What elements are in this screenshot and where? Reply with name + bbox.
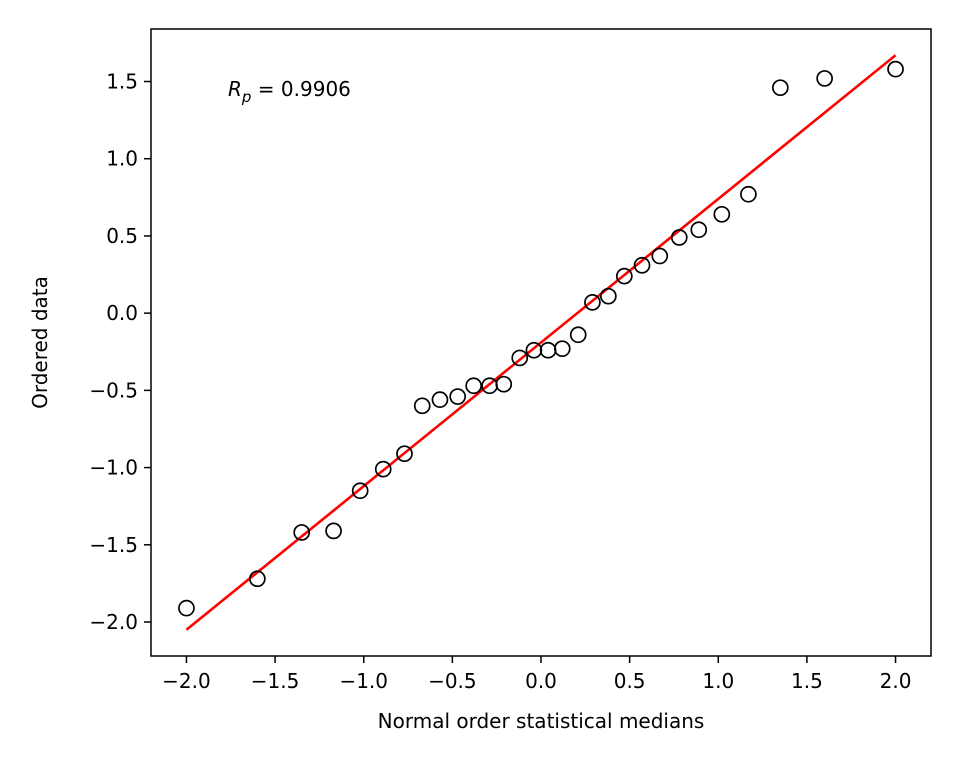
x-tick-label: −2.0 — [162, 669, 211, 693]
x-tick-label: 2.0 — [880, 669, 912, 693]
data-point — [325, 522, 342, 540]
data-point — [539, 341, 557, 359]
x-tick-label: 1.5 — [791, 669, 823, 693]
data-points-layer — [178, 60, 904, 617]
data-point — [584, 293, 601, 311]
data-point — [816, 70, 833, 87]
fit-line — [185, 54, 897, 631]
y-tick-label: −2.0 — [89, 610, 138, 634]
y-axis-ticks: −2.0 −1.5 −1.0 −0.5 0.0 0.5 1.0 1.5 — [89, 70, 151, 634]
fit-line-layer — [185, 54, 897, 631]
correlation-annotation: Rp = 0.9906 — [228, 77, 351, 106]
y-tick-label: −1.0 — [89, 456, 138, 480]
data-point — [690, 221, 708, 239]
y-tick-label: 0.5 — [106, 224, 138, 248]
x-axis-label: Normal order statistical medians — [378, 709, 705, 733]
data-point — [431, 391, 449, 408]
annotation-value: 0.9906 — [281, 77, 351, 101]
data-point — [615, 267, 633, 285]
data-point — [449, 388, 467, 405]
data-point — [651, 247, 669, 265]
data-point — [511, 349, 529, 367]
data-point — [553, 340, 571, 358]
data-point — [396, 445, 413, 463]
annotation-subscript: p — [241, 88, 252, 106]
data-point — [713, 205, 731, 223]
data-point — [633, 256, 651, 274]
x-tick-label: 1.0 — [702, 669, 734, 693]
x-tick-label: −0.5 — [428, 669, 477, 693]
x-tick-label: −1.0 — [339, 669, 388, 693]
y-tick-label: −0.5 — [89, 378, 138, 402]
x-tick-label: 0.0 — [525, 669, 557, 693]
data-point — [465, 377, 482, 395]
data-point — [771, 79, 789, 97]
data-point — [670, 229, 688, 246]
data-point — [887, 60, 904, 78]
data-point — [525, 341, 543, 359]
y-tick-label: −1.5 — [89, 533, 138, 557]
x-tick-label: −1.5 — [251, 669, 300, 693]
data-point — [374, 460, 392, 478]
y-tick-label: 1.0 — [106, 147, 138, 171]
annotation-symbol: R — [228, 77, 242, 101]
data-point — [740, 185, 757, 203]
data-point — [249, 570, 266, 588]
data-point — [293, 524, 311, 541]
annotation-equals: = — [251, 77, 280, 101]
data-point — [569, 326, 587, 344]
data-point — [178, 599, 195, 617]
data-point — [351, 482, 369, 500]
y-axis-label: Ordered data — [28, 276, 52, 409]
y-tick-label: 0.0 — [106, 301, 138, 325]
data-point — [413, 397, 431, 415]
x-axis-ticks: −2.0 −1.5 −1.0 −0.5 0.0 0.5 1.0 1.5 2.0 — [162, 656, 911, 693]
y-tick-label: 1.5 — [106, 70, 138, 94]
data-point — [600, 287, 617, 305]
data-point — [495, 375, 513, 393]
x-tick-label: 0.5 — [614, 669, 646, 693]
